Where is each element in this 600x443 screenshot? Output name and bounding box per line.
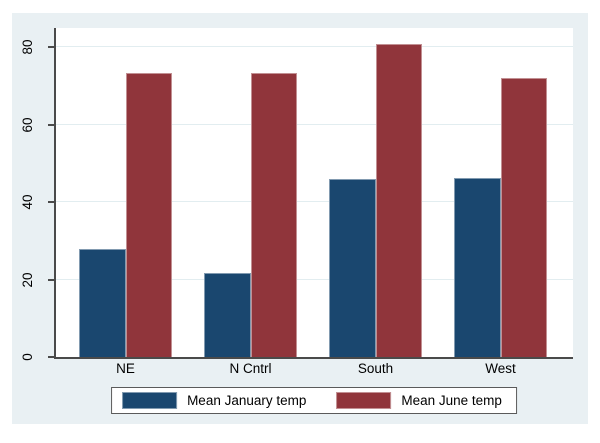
- legend: Mean January temp Mean June temp: [111, 387, 517, 414]
- gridline-80: [56, 46, 573, 48]
- y-tick-40: [48, 201, 54, 204]
- bar-south-mean-january-temp: [329, 178, 376, 357]
- legend-label-june: Mean June temp: [401, 393, 502, 408]
- gridline-60: [56, 123, 573, 125]
- bar-ne-mean-june-temp: [125, 72, 172, 357]
- x-tick-label-n-cntrl: N Cntrl: [229, 361, 272, 376]
- y-tick-label-0: 0: [20, 353, 35, 361]
- y-tick-20: [48, 278, 54, 281]
- gridline-20: [56, 278, 573, 280]
- legend-label-january: Mean January temp: [187, 393, 307, 408]
- y-axis-line: [54, 28, 56, 359]
- y-tick-80: [48, 46, 54, 49]
- x-tick-label-ne: NE: [116, 361, 135, 376]
- bar-n-cntrl-mean-january-temp: [204, 273, 251, 357]
- y-tick-60: [48, 123, 54, 126]
- bar-n-cntrl-mean-june-temp: [250, 72, 297, 357]
- y-tick-label-80: 80: [20, 39, 35, 55]
- y-tick-label-60: 60: [20, 117, 35, 133]
- bar-west-mean-january-temp: [454, 178, 501, 357]
- y-tick-0: [48, 356, 54, 358]
- bar-south-mean-june-temp: [375, 43, 422, 357]
- x-tick-label-south: South: [357, 361, 394, 376]
- legend-item-january: Mean January temp: [122, 392, 306, 409]
- legend-item-june: Mean June temp: [336, 392, 502, 409]
- plot-area: 0 20 40 60 80 NE N Cntrl South West: [20, 28, 573, 376]
- legend-swatch-june: [336, 392, 392, 409]
- graph-background: 0 20 40 60 80 NE N Cntrl South West Mean January…: [12, 13, 588, 424]
- y-tick-label-20: 20: [20, 272, 35, 288]
- gridline-40: [56, 201, 573, 203]
- bar-west-mean-june-temp: [500, 77, 547, 357]
- y-tick-label-40: 40: [20, 194, 35, 210]
- legend-swatch-january: [122, 392, 178, 409]
- x-axis-line: [54, 357, 573, 359]
- x-tick-label-west: West: [485, 361, 516, 376]
- bar-ne-mean-january-temp: [79, 249, 126, 357]
